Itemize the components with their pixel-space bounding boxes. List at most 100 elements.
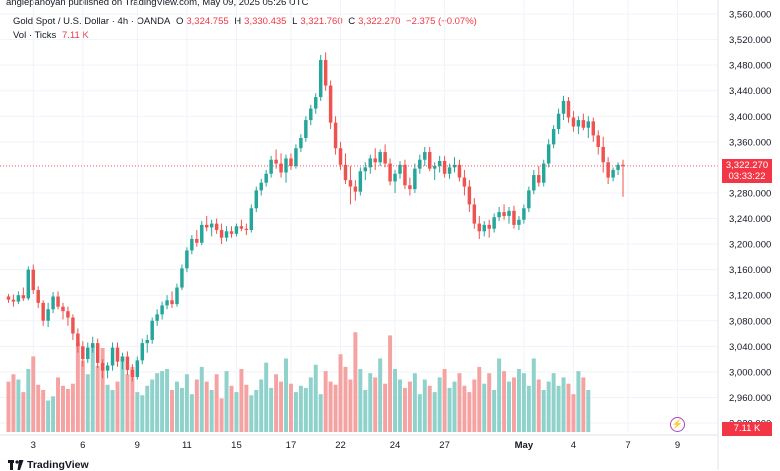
candle-body (333, 122, 338, 149)
candle-body (279, 163, 283, 173)
volume-bar (358, 369, 363, 432)
volume-bar (328, 381, 333, 432)
candle-body (522, 208, 526, 220)
candle-body (90, 343, 95, 348)
volume-bar (492, 390, 497, 432)
candle-body (195, 238, 199, 243)
candle-body (244, 228, 249, 231)
volume-bar (234, 392, 239, 432)
candle-body (254, 190, 259, 209)
price-tick-label: 3,480.000 (729, 61, 771, 72)
candle-body (606, 162, 610, 178)
time-tick-label: 9 (135, 440, 140, 451)
volume-bar (318, 394, 323, 432)
candle-body (175, 287, 179, 305)
volume-bar (298, 385, 303, 432)
volume-bar (199, 366, 204, 432)
last-price-tag: 3,322.270 03:33:22 (722, 158, 772, 183)
volume-bar (16, 379, 21, 432)
volume-bar (323, 371, 328, 432)
volume-bar (422, 379, 427, 432)
candle-body (532, 175, 536, 191)
candle-body (56, 296, 60, 307)
publisher-line: angiepanoyan published on TradingView.co… (6, 0, 309, 8)
candle-body (214, 223, 219, 231)
volume-bar (427, 385, 432, 432)
candle-body (51, 296, 55, 310)
flash-icon[interactable]: ⚡ (670, 417, 685, 432)
high-value: 3,330.435 (244, 16, 287, 27)
candle-body (452, 164, 457, 168)
candle-body (36, 290, 40, 303)
time-tick-label: 11 (182, 440, 192, 451)
volume-bar (174, 381, 179, 432)
candle-body (393, 173, 397, 182)
price-tick-label: 3,160.000 (729, 265, 771, 276)
volume-bar (160, 371, 165, 432)
candle-body (482, 224, 486, 232)
volume-bar (402, 387, 407, 432)
volume-bar (398, 379, 402, 432)
time-tick-label: 22 (335, 440, 346, 451)
volume-bar (293, 392, 298, 432)
volume-bar (368, 373, 373, 432)
candle-body (467, 186, 472, 205)
volume-bar (115, 381, 120, 432)
volume-bar (90, 345, 95, 432)
candle-body (110, 347, 115, 366)
candle-body (204, 224, 209, 228)
candle-body (571, 117, 576, 127)
price-axis: 3,560.000 3,520.000 3,480.000 3,440.000 3,40… (717, 0, 771, 470)
candle-body (378, 152, 382, 163)
candle-body (323, 60, 328, 86)
candle-body (442, 160, 447, 174)
volume-value: 7.11 K (61, 30, 89, 41)
candle-body (31, 269, 35, 291)
volume-bar (95, 365, 100, 432)
volume-bar (194, 379, 199, 432)
volume-bar (264, 362, 269, 432)
volume-bar (41, 390, 46, 432)
volume-bar (348, 379, 353, 432)
volume-bar (209, 390, 214, 432)
candle-body (487, 224, 491, 229)
candle-body (170, 300, 174, 305)
volume-bar (393, 369, 398, 432)
volume-bar (521, 373, 526, 432)
volume-bar (229, 385, 234, 432)
candle-body (551, 129, 556, 145)
volume-bar (135, 392, 140, 432)
volume-bar (85, 374, 90, 432)
candle-body (289, 158, 293, 167)
candle-body (100, 362, 105, 371)
volume-bar (11, 374, 16, 432)
volume-bar (56, 377, 61, 432)
candle-body (611, 169, 615, 178)
volume-bar (437, 377, 442, 432)
volume-bar (80, 360, 85, 432)
open-label: O (175, 16, 184, 27)
candle-body (477, 223, 482, 232)
candle-body (368, 158, 372, 168)
candle-body (61, 306, 65, 312)
volume-bar (353, 332, 358, 432)
volume-bar (274, 374, 279, 432)
bar-countdown: 03:33:22 (728, 170, 766, 182)
candle-body (621, 164, 625, 167)
candle-body (120, 356, 125, 362)
volume-bar (526, 385, 531, 432)
volume-bar (333, 384, 338, 432)
volume-bar (254, 390, 259, 432)
footer-brand: TradingView (27, 459, 89, 471)
candle-body (388, 163, 392, 182)
candle-body (338, 148, 343, 165)
volume-bar (432, 392, 437, 432)
candle-body (304, 120, 308, 138)
time-tick-label: 6 (80, 440, 85, 451)
volume-bar (36, 384, 41, 432)
volume-bar (189, 394, 194, 432)
candle-body (160, 305, 164, 315)
volume-bar (511, 377, 516, 432)
candle-body (294, 148, 298, 167)
